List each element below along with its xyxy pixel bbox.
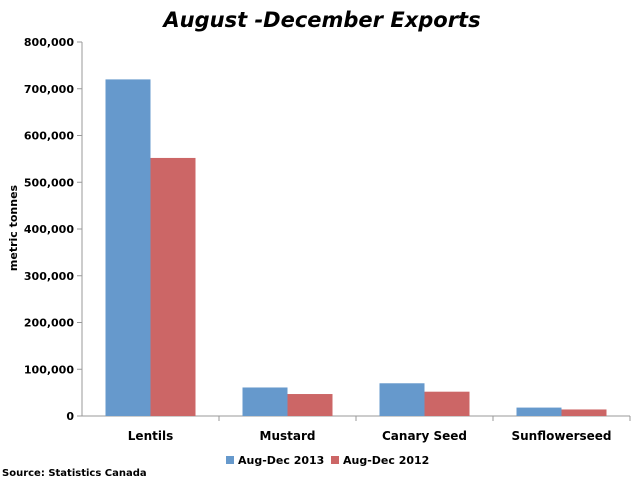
- y-axis-label: metric tonnes: [7, 184, 20, 271]
- bars: [105, 79, 607, 417]
- bar-lentils-series-1: [105, 79, 151, 417]
- bar-lentils-series-2: [150, 157, 196, 416]
- y-tick-label: 0: [66, 410, 74, 423]
- x-category-label: Sunflowerseed: [511, 429, 611, 443]
- legend-swatch: [331, 456, 339, 464]
- bar-canary-seed-series-2: [424, 391, 470, 416]
- bar-sunflowerseed-series-2: [561, 409, 607, 416]
- legend-label: Aug-Dec 2012: [343, 454, 429, 467]
- y-tick-label: 100,000: [24, 363, 74, 376]
- x-category-label: Canary Seed: [382, 429, 467, 443]
- bar-sunflowerseed-series-1: [516, 407, 562, 416]
- category-labels: Lentils Mustard Canary Seed Sunflowerseed: [128, 429, 612, 443]
- bar-canary-seed-series-1: [379, 383, 425, 416]
- y-tick-label: 700,000: [24, 83, 74, 96]
- y-tick-label: 300,000: [24, 270, 74, 283]
- y-tick-label: 800,000: [24, 36, 74, 49]
- legend-swatch: [226, 456, 234, 464]
- legend-label: Aug-Dec 2013: [238, 454, 324, 467]
- bar-mustard-series-1: [242, 387, 288, 416]
- x-category-label: Lentils: [128, 429, 173, 443]
- x-category-label: Mustard: [260, 429, 316, 443]
- y-tick-label: 500,000: [24, 176, 74, 189]
- bar-mustard-series-2: [287, 394, 333, 416]
- chart-title: August -December Exports: [161, 8, 480, 32]
- legend: Aug-Dec 2013 Aug-Dec 2012: [226, 454, 429, 467]
- y-tick-label: 200,000: [24, 317, 74, 330]
- source-note: Source: Statistics Canada: [2, 468, 147, 479]
- y-tick-labels: 0 100,000 200,000 300,000 400,000 500,000 600,…: [24, 36, 74, 423]
- y-tick-label: 600,000: [24, 130, 74, 143]
- y-tick-label: 400,000: [24, 223, 74, 236]
